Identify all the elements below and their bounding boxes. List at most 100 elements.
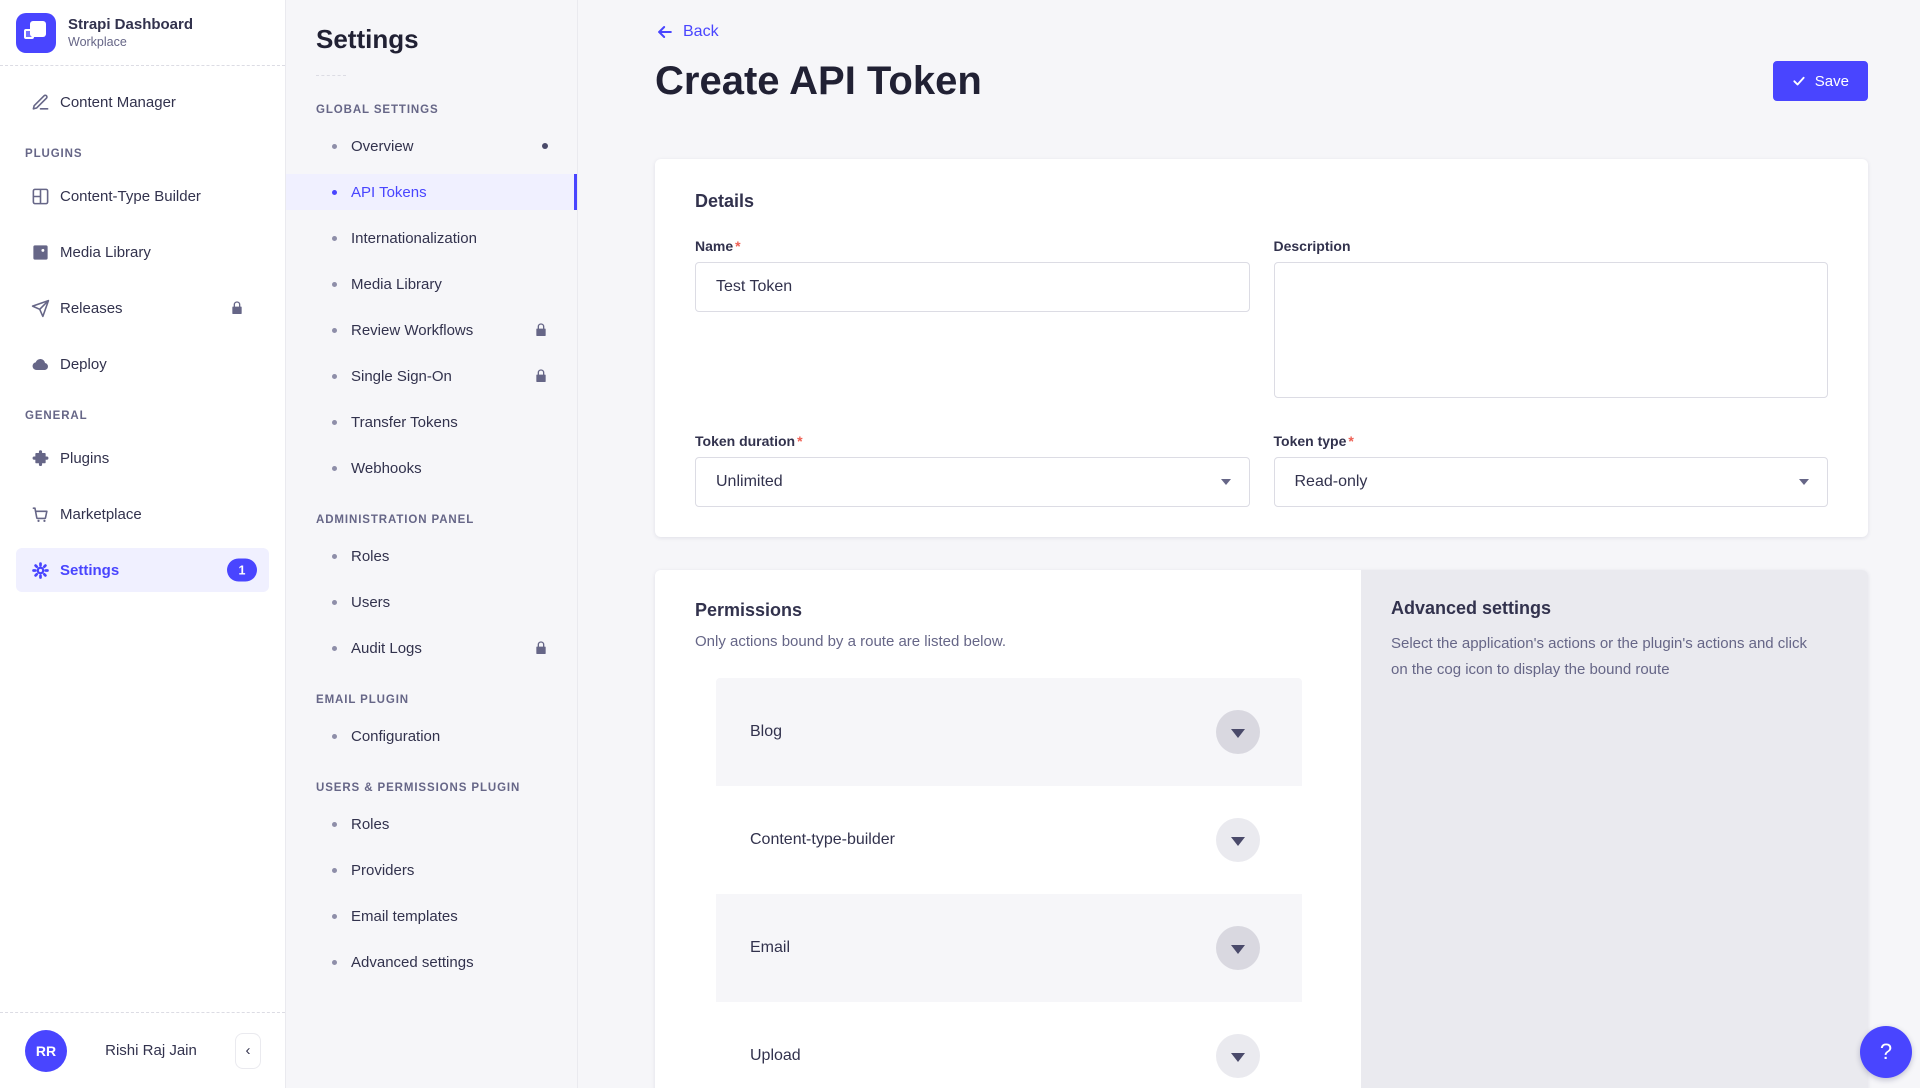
paper-plane-icon	[30, 298, 50, 318]
expand-content-type-builder-button[interactable]	[1216, 818, 1260, 862]
subnav-section-email-plugin: EMAIL PLUGIN	[316, 694, 410, 706]
sidebar-item-media-library[interactable]: Media Library	[16, 230, 269, 274]
workspace-title: Strapi Dashboard	[68, 16, 194, 33]
collapse-sidebar-button[interactable]: ‹	[235, 1032, 261, 1069]
subnav-item-label: Roles	[351, 815, 390, 833]
sidebar-item-label: Plugins	[60, 449, 110, 467]
lock-icon	[533, 322, 549, 338]
chevron-left-icon: ‹	[245, 1042, 251, 1059]
subnav-item-label: Internationalization	[351, 229, 477, 247]
cloud-icon	[30, 354, 50, 374]
advanced-settings-description: Select the application's actions or the …	[1391, 635, 1807, 678]
subnav-item-label: Roles	[351, 547, 390, 565]
subnav-item-providers[interactable]: Providers	[286, 852, 577, 888]
subnav-item-users[interactable]: Users	[286, 584, 577, 620]
image-icon	[30, 242, 50, 262]
subnav-item-label: Users	[351, 593, 391, 611]
required-asterisk: *	[797, 433, 803, 449]
details-title: Details	[695, 191, 755, 211]
subnav-section-administration-panel: ADMINISTRATION PANEL	[316, 514, 475, 526]
subnav-item-internationalization[interactable]: Internationalization	[286, 220, 577, 256]
layout-grid-icon	[30, 186, 50, 206]
workspace-switcher[interactable]: Strapi Dashboard Workplace	[0, 0, 285, 65]
token-duration-select[interactable]: Unlimited	[695, 457, 1250, 507]
bullet-icon	[332, 599, 337, 605]
expand-upload-button[interactable]	[1216, 1034, 1260, 1078]
subnav-item-audit-logs[interactable]: Audit Logs	[286, 630, 577, 666]
sidebar-item-content-type-builder[interactable]: Content-Type Builder	[16, 174, 269, 218]
chevron-down-icon	[1231, 1052, 1245, 1062]
sidebar-item-settings[interactable]: Settings 1	[16, 548, 269, 592]
bullet-icon	[332, 465, 337, 471]
expand-email-button[interactable]	[1216, 926, 1260, 970]
subnav-item-label: Email templates	[351, 907, 458, 925]
name-input[interactable]	[695, 262, 1250, 312]
permissions-accordion: Blog Content-type-builder Email Upl	[716, 678, 1302, 1088]
accordion-label: Email	[750, 939, 791, 956]
sidebar-item-deploy[interactable]: Deploy	[16, 342, 269, 386]
notification-dot-icon	[542, 143, 548, 149]
advanced-settings-title: Advanced settings	[1391, 598, 1552, 618]
lock-icon	[229, 300, 245, 316]
subnav-item-email-templates[interactable]: Email templates	[286, 898, 577, 934]
sidebar-item-label: Deploy	[60, 355, 107, 373]
subnav-item-configuration[interactable]: Configuration	[286, 718, 577, 754]
accordion-item-upload[interactable]: Upload	[716, 1002, 1302, 1088]
chevron-down-icon	[1231, 944, 1245, 954]
description-textarea[interactable]	[1273, 262, 1828, 398]
subnav-item-single-sign-on[interactable]: Single Sign-On	[286, 358, 577, 394]
accordion-item-email[interactable]: Email	[716, 894, 1302, 1002]
subnav-item-api-tokens[interactable]: API Tokens	[286, 174, 577, 210]
subnav-item-label: API Tokens	[351, 183, 427, 201]
subnav-item-webhooks[interactable]: Webhooks	[286, 450, 577, 486]
permissions-panel: Permissions Only actions bound by a rout…	[655, 570, 1361, 1088]
subnav-item-label: Providers	[351, 861, 415, 879]
required-asterisk: *	[735, 238, 741, 254]
chevron-down-icon	[1231, 836, 1245, 846]
sidebar-item-plugins[interactable]: Plugins	[16, 436, 269, 480]
divider	[316, 75, 346, 76]
subnav-item-label: Single Sign-On	[351, 367, 452, 385]
accordion-item-blog[interactable]: Blog	[716, 678, 1302, 786]
sidebar-item-label: Content Manager	[60, 93, 176, 111]
check-icon	[1793, 76, 1805, 86]
subnav-item-label: Transfer Tokens	[351, 413, 458, 431]
token-type-select[interactable]: Read-only	[1273, 457, 1828, 507]
subnav-item-label: Advanced settings	[351, 953, 474, 971]
sidebar-item-label: Marketplace	[60, 505, 142, 523]
avatar[interactable]: RR	[25, 1029, 67, 1072]
cart-icon	[30, 504, 50, 524]
sidebar-item-releases[interactable]: Releases	[16, 286, 269, 330]
subnav-item-admin-roles[interactable]: Roles	[286, 538, 577, 574]
sidebar-nav: Content Manager PLUGINS Content-Type Bui…	[0, 66, 285, 1012]
expand-blog-button[interactable]	[1216, 710, 1260, 754]
sidebar-item-marketplace[interactable]: Marketplace	[16, 492, 269, 536]
workspace-subtitle: Workplace	[68, 35, 127, 49]
page-title: Create API Token	[655, 59, 982, 103]
token-duration-value: Unlimited	[716, 473, 783, 490]
divider	[0, 65, 285, 66]
save-button[interactable]: Save	[1772, 61, 1868, 101]
token-type-value: Read-only	[1294, 473, 1368, 490]
help-button[interactable]: ?	[1860, 1026, 1912, 1078]
chevron-down-icon	[1799, 479, 1809, 485]
main-content: Back Create API Token Save Details Name *	[578, 0, 1920, 1088]
strapi-logo-icon	[16, 13, 56, 53]
back-link[interactable]: Back	[655, 22, 719, 42]
subnav-item-up-roles[interactable]: Roles	[286, 806, 577, 842]
subnav-item-overview[interactable]: Overview	[286, 128, 577, 164]
subnav-item-advanced-settings[interactable]: Advanced settings	[286, 944, 577, 980]
subnav-item-media-library[interactable]: Media Library	[286, 266, 577, 302]
subnav-item-label: Overview	[351, 137, 414, 155]
accordion-item-content-type-builder[interactable]: Content-type-builder	[716, 786, 1302, 894]
sidebar-item-content-manager[interactable]: Content Manager	[16, 80, 269, 124]
bullet-icon	[332, 733, 337, 739]
bullet-icon	[332, 235, 337, 241]
chevron-down-icon	[1231, 728, 1245, 738]
subnav-item-review-workflows[interactable]: Review Workflows	[286, 312, 577, 348]
subnav-item-transfer-tokens[interactable]: Transfer Tokens	[286, 404, 577, 440]
bullet-icon	[332, 419, 337, 425]
user-name: Rishi Raj Jain	[105, 1042, 197, 1059]
subnav-item-label: Configuration	[351, 727, 441, 745]
